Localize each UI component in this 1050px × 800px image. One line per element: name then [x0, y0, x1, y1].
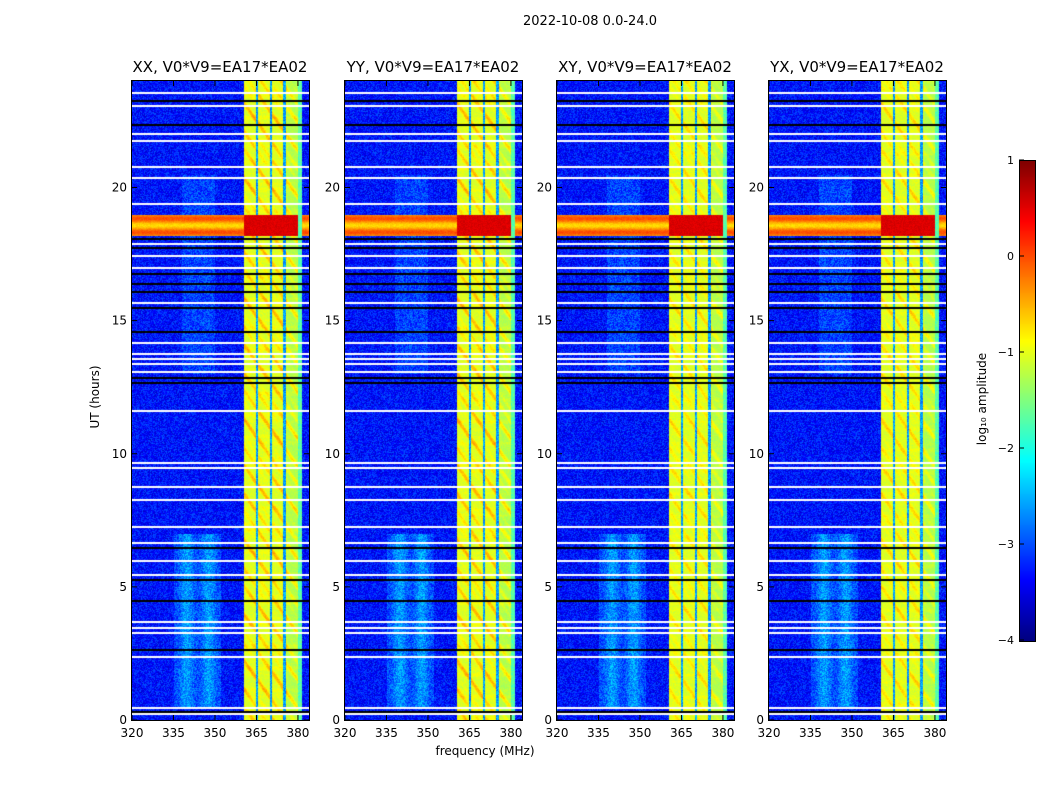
panel-title-xy: XY, V0*V9=EA17*EA02 — [558, 58, 732, 76]
y-tick-label: 5 — [119, 580, 127, 594]
y-tick-label: 20 — [112, 181, 127, 195]
x-tick-label: 350 — [629, 726, 652, 740]
x-tick-label: 350 — [204, 726, 227, 740]
y-tick-label: 10 — [325, 447, 340, 461]
panel-title-yx: YX, V0*V9=EA17*EA02 — [770, 58, 944, 76]
y-tick-label: 15 — [112, 314, 127, 328]
heatmap-panel-yx: 320 335 350 365 380 0 5 10 15 20 — [749, 80, 947, 740]
x-tick-label: 365 — [670, 726, 693, 740]
x-tick-label: 320 — [758, 726, 781, 740]
axes-3: 320 335 350 365 380 0 5 10 15 20 — [749, 81, 946, 740]
panel-title-xx: XX, V0*V9=EA17*EA02 — [132, 58, 308, 76]
y-axis-label: UT (hours) — [88, 365, 102, 429]
y-tick-label: 0 — [332, 713, 340, 727]
colorbar-tick-label: −3 — [998, 538, 1014, 551]
axes-1: 320 335 350 365 380 0 5 10 15 20 — [325, 81, 522, 740]
x-tick-label: 365 — [882, 726, 905, 740]
y-tick-label: 15 — [325, 314, 340, 328]
heatmap-yx — [769, 81, 946, 720]
figure-title: 2022-10-08 0.0-24.0 — [523, 14, 657, 29]
colorbar-tick-label: −1 — [998, 346, 1014, 359]
x-tick-label: 365 — [245, 726, 268, 740]
x-tick-label: 380 — [923, 726, 946, 740]
x-tick-label: 335 — [587, 726, 610, 740]
axes-0: 320 335 350 365 380 0 5 10 15 20 — [112, 81, 309, 740]
heatmap-panel-yy: 320 335 350 365 380 0 5 10 15 20 — [325, 80, 523, 740]
colorbar-ticks: 1 0 −1 −2 −3 −4 — [998, 154, 1024, 647]
y-tick-label: 10 — [112, 447, 127, 461]
x-tick-label: 350 — [417, 726, 440, 740]
heatmap-xx — [132, 81, 309, 720]
x-tick-label: 335 — [799, 726, 822, 740]
x-tick-label: 365 — [458, 726, 481, 740]
panel-title-yy: YY, V0*V9=EA17*EA02 — [346, 58, 520, 76]
x-tick-label: 320 — [546, 726, 569, 740]
axes-2: 320 335 350 365 380 0 5 10 15 20 — [537, 81, 734, 740]
colorbar-tick-label: −2 — [998, 442, 1014, 455]
heatmap-panel-xy: 320 335 350 365 380 0 5 10 15 20 — [537, 80, 735, 740]
x-tick-label: 320 — [121, 726, 144, 740]
x-tick-label: 335 — [162, 726, 185, 740]
y-tick-label: 0 — [544, 713, 552, 727]
heatmap-xy — [557, 81, 734, 720]
colorbar-tick-label: 0 — [1007, 250, 1014, 263]
y-tick-label: 0 — [119, 713, 127, 727]
y-tick-label: 20 — [325, 181, 340, 195]
colorbar-label: log₁₀ amplitude — [975, 352, 989, 446]
y-tick-label: 5 — [756, 580, 764, 594]
heatmap-panel-xx: 320 335 350 365 380 0 5 10 15 20 — [112, 80, 310, 740]
x-axis-label: frequency (MHz) — [435, 744, 535, 758]
x-tick-label: 350 — [841, 726, 864, 740]
y-tick-label: 10 — [749, 447, 764, 461]
colorbar — [1019, 160, 1036, 642]
x-tick-label: 380 — [286, 726, 309, 740]
y-tick-label: 20 — [749, 181, 764, 195]
y-tick-label: 0 — [756, 713, 764, 727]
y-tick-label: 5 — [544, 580, 552, 594]
y-tick-label: 10 — [537, 447, 552, 461]
y-tick-label: 5 — [332, 580, 340, 594]
heatmap-yy — [345, 81, 522, 720]
x-tick-label: 380 — [499, 726, 522, 740]
x-tick-label: 335 — [375, 726, 398, 740]
y-tick-label: 20 — [537, 181, 552, 195]
y-tick-label: 15 — [749, 314, 764, 328]
colorbar-tick-label: 1 — [1007, 154, 1014, 167]
x-tick-label: 320 — [334, 726, 357, 740]
x-tick-label: 380 — [711, 726, 734, 740]
y-tick-label: 15 — [537, 314, 552, 328]
colorbar-tick-label: −4 — [998, 634, 1014, 647]
